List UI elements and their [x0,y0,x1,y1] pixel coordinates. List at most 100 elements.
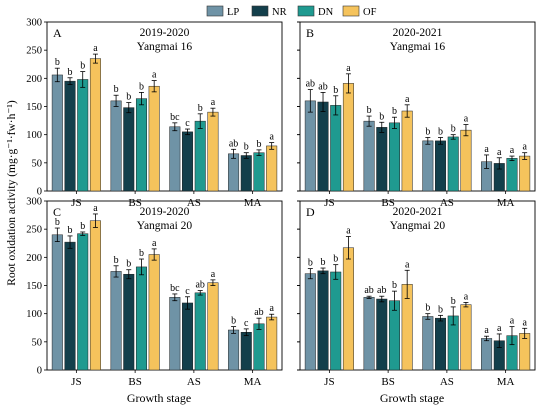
panel-a: 0 50 100 150 200 250 300 A 2019-2020 Yangmai 16 JS… [26,18,283,209]
significance-letter: b [198,103,203,114]
significance-letter: a [211,269,216,280]
bar-of [89,220,101,371]
bar-of [342,83,354,192]
significance-letter: b [126,259,131,270]
bar-nr [240,332,252,371]
bar-nr [64,80,76,192]
x-tick-label: MA [244,376,262,388]
significance-letter: b [256,139,261,150]
bar-dn [253,152,265,192]
significance-letter: b [55,217,60,228]
legend-label-of: OF [363,7,377,18]
legend-swatch-nr [251,5,269,17]
panel-c: 0 50 100 150 200 250 300 C 2019-2020 Yangmai 20 JS… [26,197,283,388]
bar-dn [330,105,342,192]
significance-letter: a [405,94,410,105]
legend-swatch-dn [297,5,315,17]
significance-letter: ab [306,79,315,90]
bar-of [266,145,278,192]
significance-letter: a [405,259,410,270]
bar-of [342,247,354,371]
significance-letter: b [333,85,338,96]
bar-of [460,129,472,192]
significance-letter: b [425,126,430,137]
significance-letter: ab [254,307,263,318]
y-tick-label: 200 [26,74,42,85]
bar-of [148,254,160,371]
x-tick-label: BS [128,376,141,388]
significance-letter: b [55,57,60,68]
significance-letter: b [451,124,456,135]
bar-dn [135,266,147,371]
bar-nr [376,127,388,192]
significance-letter: b [231,316,236,327]
panels: 0 50 100 150 200 250 300 A 2019-2020 Yangmai 16 JS… [26,18,536,388]
bar-dn [388,122,400,192]
bar-nr [182,131,194,192]
significance-letter: ab [364,285,373,296]
bar-lp [422,316,434,371]
panel-year: 2019-2020 [140,206,190,218]
significance-letter: b [68,67,73,78]
significance-letter: b [308,258,313,269]
significance-letter: bc [170,283,180,294]
x-tick-label: BS [381,197,394,209]
y-tick-label: 250 [26,225,42,236]
bar-dn [447,136,459,192]
significance-letter: b [333,254,338,265]
significance-letter: a [484,325,489,336]
significance-letter: ab [195,280,204,291]
y-tick-label: 150 [26,281,42,292]
significance-letter: a [510,316,515,327]
bar-dn [388,300,400,371]
bar-of [89,58,101,192]
bar-lp [363,297,375,371]
significance-letter: b [392,106,397,117]
significance-letter: a [93,203,98,214]
panel-year: 2019-2020 [140,27,190,39]
bar-nr [376,298,388,371]
bar-lp [110,100,122,192]
bar-nr [240,155,252,192]
x-axis-label-left: Growth stage [127,391,191,405]
y-tick-label: 300 [26,197,42,208]
panel-cultivar: Yangmai 20 [390,220,446,232]
y-tick-label: 150 [26,102,42,113]
y-tick-label: 100 [26,309,42,320]
bar-dn [77,79,89,192]
legend-swatch-of [342,5,360,17]
x-tick-label: MA [497,376,515,388]
legend-label-dn: DN [318,7,334,18]
significance-letter: b [139,248,144,259]
y-tick-label: 100 [26,130,42,141]
bar-nr [123,273,135,371]
significance-letter: a [211,97,216,108]
panel-letter: C [53,205,61,219]
x-tick-label: AS [440,376,454,388]
significance-letter: a [269,132,274,143]
significance-letter: a [522,142,527,153]
bar-nr [317,270,329,371]
bar-lp [110,271,122,371]
panel-cultivar: Yangmai 16 [137,41,193,53]
y-tick-label: 0 [37,187,42,198]
y-tick-label: 50 [32,337,43,348]
x-tick-label: BS [381,376,394,388]
bar-nr [64,241,76,371]
significance-letter: b [425,303,430,314]
x-tick-label: MA [244,197,262,209]
legend-label-lp: LP [227,7,239,18]
bar-dn [253,323,265,371]
significance-letter: a [522,317,527,328]
bar-lp [228,329,240,371]
bar-dn [194,120,206,192]
y-tick-label: 250 [26,46,42,57]
bar-dn [194,292,206,371]
significance-letter: a [346,63,351,74]
significance-letter: b [367,105,372,116]
significance-letter: b [68,225,73,236]
bar-nr [435,317,447,371]
significance-letter: a [497,147,502,158]
